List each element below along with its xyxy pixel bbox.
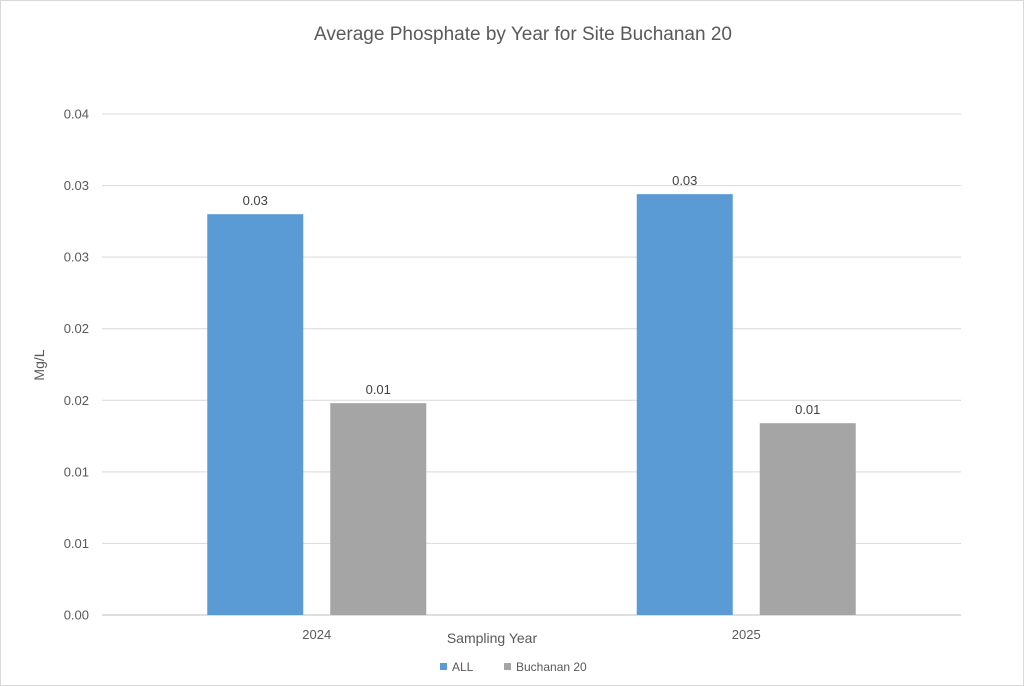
y-tick-label: 0.02 — [64, 393, 89, 408]
bar — [330, 403, 427, 615]
data-label: 0.01 — [795, 402, 820, 417]
data-label: 0.03 — [672, 173, 697, 188]
legend-swatch — [504, 663, 511, 670]
y-tick-label: 0.04 — [64, 107, 89, 122]
x-axis-ticks: 2024 2025 — [302, 627, 760, 642]
y-tick-label: 0.01 — [64, 464, 89, 479]
legend: ALL Buchanan 20 — [440, 660, 587, 674]
x-tick-label: 2024 — [302, 627, 331, 642]
y-tick-label: 0.03 — [64, 250, 89, 265]
x-axis-title: Sampling Year — [447, 630, 538, 646]
chart-title: Average Phosphate by Year for Site Bucha… — [314, 24, 732, 45]
bar — [759, 423, 856, 615]
legend-label: ALL — [452, 660, 474, 674]
bars: 0.03 0.01 0.03 0.01 — [207, 173, 856, 615]
y-tick-label: 0.00 — [64, 608, 89, 623]
legend-label: Buchanan 20 — [516, 660, 587, 674]
data-label: 0.03 — [243, 193, 268, 208]
bar — [207, 214, 304, 615]
bar — [636, 194, 733, 615]
y-tick-label: 0.01 — [64, 536, 89, 551]
y-tick-label: 0.03 — [64, 178, 89, 193]
data-label: 0.01 — [366, 382, 391, 397]
x-tick-label: 2025 — [732, 627, 761, 642]
y-axis-ticks: 0.00 0.01 0.01 0.02 0.02 0.03 0.03 0.04 — [64, 107, 89, 623]
y-axis-title: Mg/L — [31, 349, 47, 380]
legend-swatch — [440, 663, 447, 670]
y-tick-label: 0.02 — [64, 321, 89, 336]
